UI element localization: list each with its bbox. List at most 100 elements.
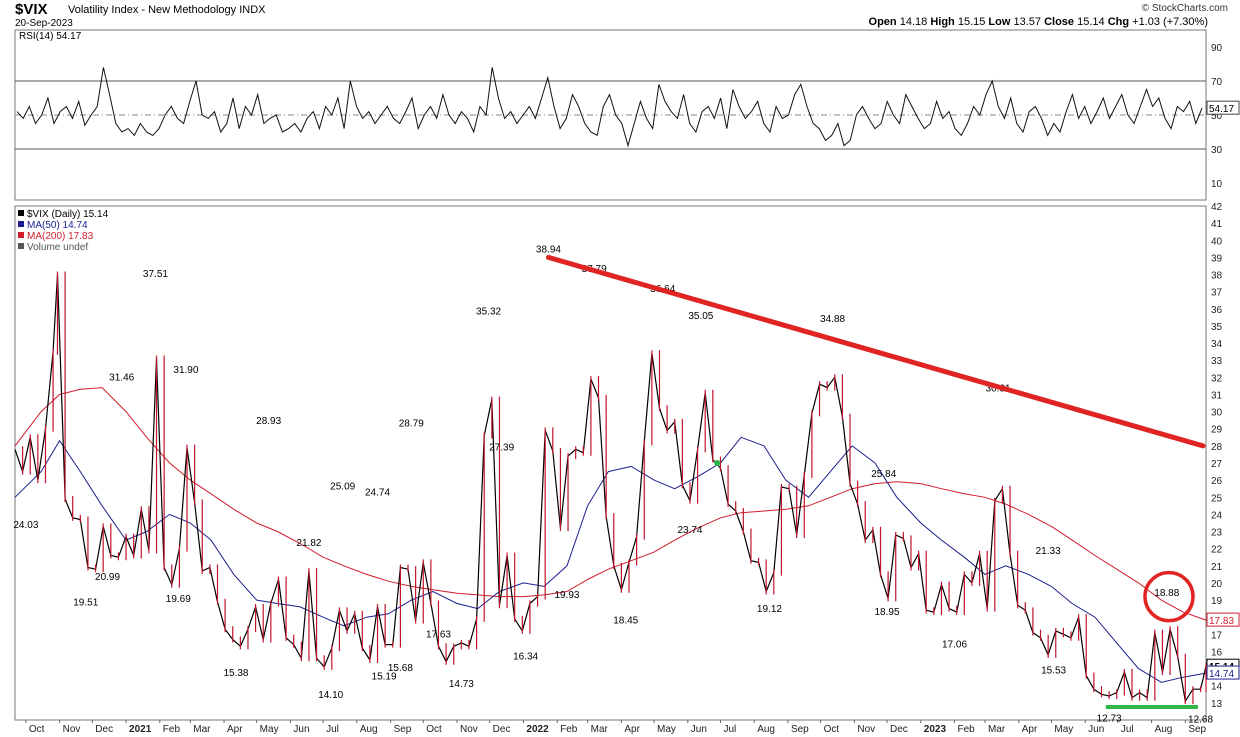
annotation-label: 23.74 [677, 525, 702, 536]
annotation-label: 15.53 [1041, 666, 1066, 677]
price-tick-label: 34 [1211, 339, 1223, 350]
price-tag [1206, 612, 1240, 627]
rsi-tick-label: 90 [1211, 43, 1223, 54]
x-tick-label: Jul [723, 724, 736, 735]
x-tick-label: Sep [1188, 724, 1206, 735]
annotation-label: 19.51 [73, 597, 98, 608]
rsi-line [16, 67, 1203, 148]
price-panel: 1314151617181920212223242526272829303132… [13, 202, 1240, 735]
annotation-label: 15.19 [372, 671, 397, 682]
rsi-last-tag [1206, 100, 1240, 115]
series-line--vix-daily- [14, 274, 1207, 703]
x-tick-label: Jul [326, 724, 339, 735]
x-tick-label: Apr [1022, 724, 1038, 735]
legend-entry: MA(200) 17.83 [27, 231, 94, 242]
x-tick-label: Oct [824, 724, 840, 735]
legend-swatch [18, 232, 24, 238]
x-tick-label: Dec [95, 724, 113, 735]
resistance-trendline [545, 254, 1206, 449]
price-tick-label: 26 [1211, 476, 1223, 487]
price-frame [14, 205, 1207, 721]
annotation-label: 15.68 [388, 663, 413, 674]
annotation-label: 17.06 [942, 639, 967, 650]
x-tick-label: Nov [460, 724, 478, 735]
annotation-label: 20.99 [95, 572, 120, 583]
annotation-label: 25.09 [330, 482, 355, 493]
legend-swatch [18, 210, 24, 216]
series-line-ma-50- [14, 436, 1207, 683]
x-tick-label: Apr [227, 724, 243, 735]
annotation-label: 18.45 [613, 615, 638, 626]
annotation-label: 14.73 [449, 679, 474, 690]
symbol-description: Volatility Index - New Methodology [68, 4, 237, 16]
rsi-tick-label: 70 [1211, 77, 1223, 88]
price-tick-label: 19 [1211, 596, 1223, 607]
x-tick-label: 2022 [526, 724, 549, 735]
x-tick-label: Mar [591, 724, 609, 735]
annotation-label: 19.69 [166, 594, 191, 605]
x-tick-label: May [1054, 724, 1073, 735]
x-tick-label: 2021 [129, 724, 152, 735]
price-tick-label: 36 [1211, 305, 1223, 316]
annotation-label: 31.90 [173, 365, 198, 376]
chg-label: Chg [1107, 16, 1130, 28]
price-tick-label: 22 [1211, 545, 1223, 556]
price-tick-label: 37 [1211, 288, 1223, 299]
close-value: 15.14 [1077, 16, 1105, 28]
price-tick-label: 16 [1211, 647, 1223, 658]
annotation-label: 24.03 [13, 520, 38, 531]
high-label: High [930, 16, 955, 28]
legend-entry: $VIX (Daily) 15.14 [27, 209, 109, 220]
price-tick-label: 38 [1211, 271, 1223, 282]
annotation-label: 17.63 [426, 630, 451, 641]
price-tick-label: 31 [1211, 390, 1223, 401]
legend-swatch [18, 221, 24, 227]
annotation-label: 37.51 [143, 269, 168, 280]
x-tick-label: Jun [691, 724, 707, 735]
close-label: Close [1044, 16, 1075, 28]
crossover-dot [714, 460, 721, 466]
annotation-label: 34.88 [820, 314, 845, 325]
open-value: 14.18 [899, 16, 928, 28]
rsi-tick-label: 50 [1211, 111, 1223, 122]
price-tick-label: 30 [1211, 408, 1223, 419]
x-tick-label: Oct [29, 724, 45, 735]
rsi-panel: 10 30 50 70 90 RSI(14) 54.17 54.17 [14, 29, 1240, 201]
annotation-label: 12.73 [1097, 713, 1122, 724]
brand-label: © StockCharts.com [1141, 3, 1228, 14]
open-label: Open [868, 16, 897, 28]
chg-value: +1.03 (+7.30%) [1132, 16, 1208, 28]
price-tick-label: 25 [1211, 493, 1223, 504]
price-tick-label: 17 [1211, 630, 1223, 641]
x-tick-label: Oct [426, 724, 442, 735]
series-line-ma-200- [14, 387, 1207, 621]
annotation-label: 28.79 [399, 418, 424, 429]
price-tick-label: 24 [1211, 510, 1223, 521]
annotation-label: 24.74 [365, 488, 390, 499]
price-tick-label: 33 [1211, 356, 1223, 367]
annotation-label: 18.88 [1154, 588, 1179, 599]
x-tick-label: Nov [63, 724, 81, 735]
low-label: Low [988, 16, 1011, 28]
rsi-tick-label: 30 [1211, 145, 1223, 156]
ohlc-readout: Open 14.18 High 15.15 Low 13.57 Close 15… [869, 16, 1208, 28]
annotation-label: 28.93 [256, 416, 281, 427]
annotation-label: 15.38 [223, 668, 248, 679]
annotation-label: 14.10 [318, 690, 343, 701]
x-tick-label: Jun [293, 724, 309, 735]
annotation-label: 35.32 [476, 306, 501, 317]
price-tick-label: 41 [1211, 219, 1223, 230]
legend-swatch [18, 243, 24, 249]
price-tick-label: 20 [1211, 579, 1223, 590]
price-tick-label: 27 [1211, 459, 1223, 470]
x-tick-label: Jun [1088, 724, 1104, 735]
x-tick-label: Aug [360, 724, 378, 735]
x-tick-label: Nov [857, 724, 875, 735]
rsi-legend: RSI(14) 54.17 [19, 31, 82, 42]
x-tick-label: Dec [493, 724, 511, 735]
annotation-label: 21.82 [296, 538, 321, 549]
annotation-label: 16.34 [513, 652, 538, 663]
rsi-last-value: 54.17 [1209, 104, 1234, 115]
high-value: 15.15 [957, 16, 986, 28]
